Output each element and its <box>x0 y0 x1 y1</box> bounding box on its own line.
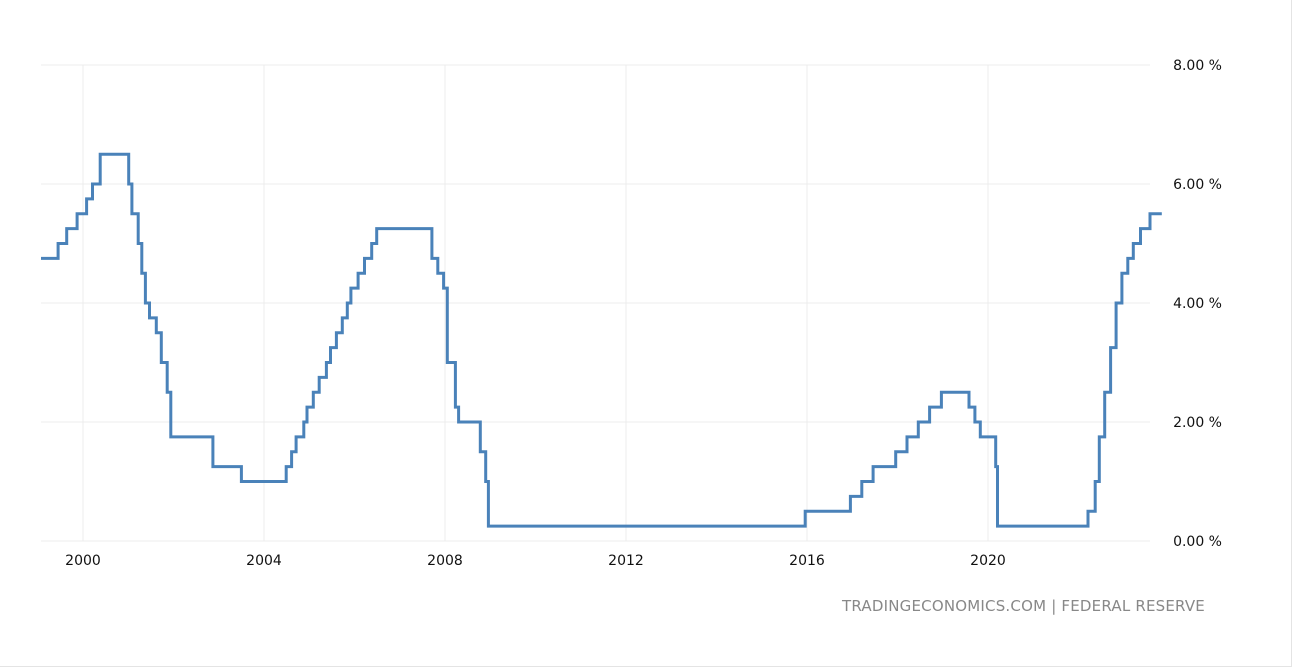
series-layer <box>41 152 1162 528</box>
grid <box>41 64 1150 542</box>
y-tick-label: 8.00 % <box>1173 58 1222 74</box>
y-tick-label: 0.00 % <box>1173 534 1222 550</box>
y-axis-tick-labels: 0.00 % 2.00 % 4.00 % 6.00 % 8.00 % <box>1173 58 1222 550</box>
rate-series-line <box>41 152 1162 528</box>
source-attribution: TRADINGECONOMICS.COM | FEDERAL RESERVE <box>842 597 1205 615</box>
x-tick-label: 2012 <box>608 553 644 569</box>
y-tick-label: 2.00 % <box>1173 415 1222 431</box>
x-tick-label: 2020 <box>970 553 1006 569</box>
y-tick-label: 4.00 % <box>1173 296 1222 312</box>
x-axis-tick-labels: 2000 2004 2008 2012 2016 2020 <box>65 553 1006 569</box>
x-tick-label: 2016 <box>789 553 825 569</box>
x-tick-label: 2004 <box>246 553 282 569</box>
x-tick-label: 2008 <box>427 553 463 569</box>
x-tick-label: 2000 <box>65 553 101 569</box>
y-tick-label: 6.00 % <box>1173 177 1222 193</box>
